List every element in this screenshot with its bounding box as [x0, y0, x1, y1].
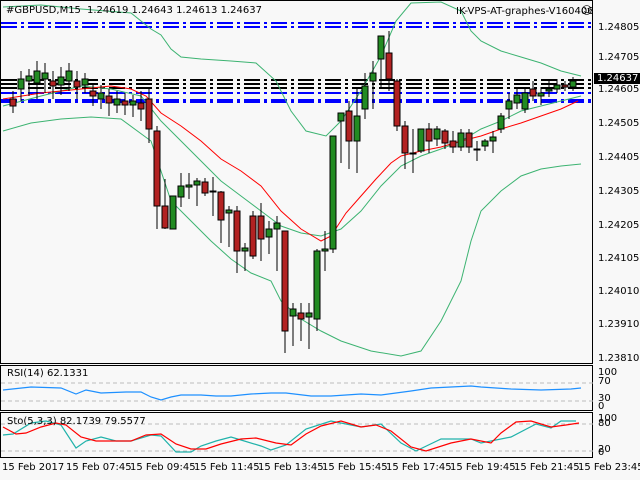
price-tick: 1.24105 [598, 253, 640, 264]
rsi-level: 70 [598, 376, 611, 387]
price-tick: 1.24205 [598, 220, 640, 231]
current-price-tag: 1.24637 [594, 73, 640, 84]
price-tick: 1.24805 [598, 22, 640, 33]
price-tick: 1.23810 [598, 353, 640, 364]
time-tick: 15 Feb 09:45 [130, 462, 196, 473]
time-tick: 15 Feb 21:45 [514, 462, 580, 473]
time-tick: 15 Feb 23:45 [578, 462, 640, 473]
stochastic-pane[interactable]: Sto(5,3,3) 82.1739 79.5577 [0, 412, 594, 458]
price-tick: 1.24605 [598, 84, 640, 95]
ohlc-values: 1.24619 1.24643 1.24613 1.24637 [87, 5, 262, 16]
smiley-icon: ☺ [581, 4, 593, 17]
rsi-chart [1, 382, 594, 402]
price-tick: 1.24010 [598, 286, 640, 297]
stochastic-label: Sto(5,3,3) 82.1739 79.5577 [7, 416, 146, 427]
sto-level: 20 [598, 444, 611, 455]
price-tick: 1.24505 [598, 118, 640, 129]
price-chart [1, 1, 594, 357]
symbol-header: #GBPUSD,M15 [6, 5, 81, 16]
time-tick: 15 Feb 2017 [2, 462, 65, 473]
sto-level: 0 [598, 447, 605, 458]
price-tick: 1.24705 [598, 52, 640, 63]
time-tick: 15 Feb 07:45 [66, 462, 132, 473]
price-tick: 1.23910 [598, 319, 640, 330]
stochastic-chart [1, 420, 594, 453]
time-tick: 15 Feb 13:45 [258, 462, 324, 473]
main-chart-pane[interactable]: #GBPUSD,M15 1.24619 1.24643 1.24613 1.24… [0, 0, 594, 364]
rsi-level: 100 [598, 367, 618, 378]
time-tick: 15 Feb 11:45 [194, 462, 260, 473]
rsi-label: RSI(14) 62.1331 [7, 368, 89, 379]
time-tick: 15 Feb 17:45 [386, 462, 452, 473]
rsi-pane[interactable]: RSI(14) 62.1331 [0, 365, 594, 411]
price-tick: 1.24305 [598, 186, 640, 197]
rsi-level: 30 [598, 393, 611, 404]
time-tick: 15 Feb 15:45 [322, 462, 388, 473]
price-tick: 1.24405 [598, 152, 640, 163]
sto-level: 100 [598, 413, 618, 424]
sto-level: 80 [598, 418, 611, 429]
indicator-name: IK-VPS-AT-graphes-V160406 [456, 6, 594, 17]
rsi-level: 0 [598, 401, 605, 412]
time-tick: 15 Feb 19:45 [450, 462, 516, 473]
